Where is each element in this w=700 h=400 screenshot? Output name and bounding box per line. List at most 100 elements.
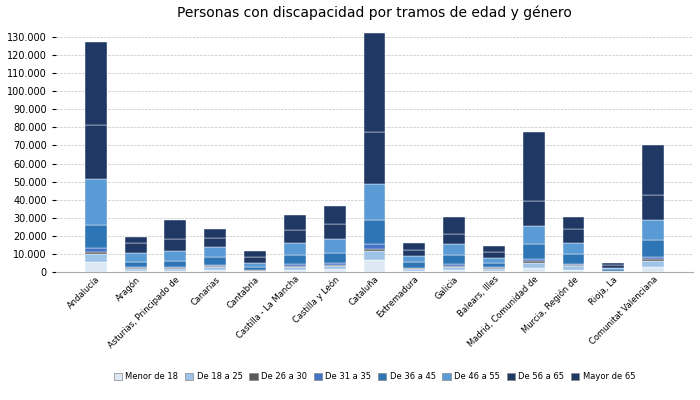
Bar — [363, 248, 386, 251]
Bar — [483, 268, 505, 269]
Bar — [603, 271, 624, 272]
Bar — [204, 238, 226, 247]
Bar — [164, 271, 186, 272]
Bar — [244, 263, 266, 267]
Bar — [443, 244, 465, 255]
Bar — [164, 220, 186, 240]
Bar — [642, 220, 664, 240]
Bar — [523, 263, 545, 268]
Bar — [323, 224, 346, 240]
Bar — [523, 261, 545, 263]
Bar — [244, 257, 266, 263]
Bar — [603, 268, 624, 269]
Bar — [164, 267, 186, 268]
Bar — [323, 269, 346, 272]
Bar — [85, 225, 106, 248]
Bar — [403, 269, 425, 270]
Bar — [443, 266, 465, 270]
Bar — [483, 263, 505, 268]
Bar — [244, 251, 266, 257]
Bar — [323, 266, 346, 269]
Bar — [642, 240, 664, 257]
Bar — [443, 234, 465, 244]
Bar — [125, 243, 146, 252]
Bar — [603, 263, 624, 266]
Bar — [204, 267, 226, 270]
Bar — [363, 244, 386, 248]
Bar — [523, 226, 545, 244]
Bar — [483, 258, 505, 263]
Bar — [483, 269, 505, 271]
Bar — [284, 264, 306, 266]
Legend: Menor de 18, De 18 a 25, De 26 a 30, De 31 a 35, De 36 a 45, De 46 a 55, De 56 a: Menor de 18, De 18 a 25, De 26 a 30, De … — [111, 369, 638, 384]
Bar — [204, 247, 226, 257]
Bar — [563, 266, 584, 270]
Bar — [642, 259, 664, 261]
Bar — [363, 260, 386, 272]
Bar — [125, 268, 146, 271]
Bar — [125, 252, 146, 262]
Bar — [204, 270, 226, 272]
Bar — [403, 268, 425, 269]
Bar — [85, 248, 106, 252]
Bar — [284, 255, 306, 264]
Bar — [284, 216, 306, 230]
Bar — [642, 268, 664, 272]
Bar — [403, 270, 425, 272]
Bar — [642, 257, 664, 259]
Bar — [164, 268, 186, 271]
Bar — [323, 263, 346, 264]
Bar — [323, 206, 346, 224]
Bar — [483, 271, 505, 272]
Bar — [523, 259, 545, 261]
Bar — [483, 252, 505, 258]
Bar — [284, 242, 306, 255]
Bar — [523, 132, 545, 201]
Bar — [563, 264, 584, 265]
Bar — [603, 266, 624, 268]
Bar — [363, 32, 386, 132]
Bar — [443, 217, 465, 234]
Bar — [85, 42, 106, 125]
Bar — [563, 270, 584, 272]
Bar — [563, 229, 584, 243]
Bar — [85, 180, 106, 225]
Bar — [403, 250, 425, 256]
Bar — [284, 266, 306, 270]
Bar — [164, 240, 186, 251]
Bar — [244, 270, 266, 272]
Bar — [204, 265, 226, 266]
Bar — [483, 246, 505, 252]
Bar — [125, 267, 146, 268]
Bar — [523, 268, 545, 272]
Bar — [244, 267, 266, 270]
Bar — [85, 254, 106, 262]
Bar — [363, 132, 386, 184]
Bar — [443, 270, 465, 272]
Bar — [85, 252, 106, 254]
Bar — [642, 144, 664, 195]
Bar — [85, 125, 106, 180]
Bar — [363, 220, 386, 244]
Bar — [284, 270, 306, 272]
Bar — [204, 257, 226, 265]
Bar — [125, 237, 146, 243]
Bar — [443, 255, 465, 264]
Bar — [85, 262, 106, 272]
Bar — [204, 230, 226, 238]
Bar — [603, 269, 624, 271]
Bar — [284, 230, 306, 242]
Bar — [443, 264, 465, 266]
Bar — [204, 266, 226, 267]
Bar — [403, 243, 425, 250]
Bar — [563, 265, 584, 266]
Bar — [323, 264, 346, 266]
Bar — [563, 254, 584, 264]
Bar — [125, 262, 146, 267]
Bar — [323, 253, 346, 263]
Bar — [642, 261, 664, 268]
Bar — [403, 256, 425, 262]
Bar — [125, 271, 146, 272]
Title: Personas con discapacidad por tramos de edad y género: Personas con discapacidad por tramos de … — [177, 5, 572, 20]
Bar — [523, 201, 545, 226]
